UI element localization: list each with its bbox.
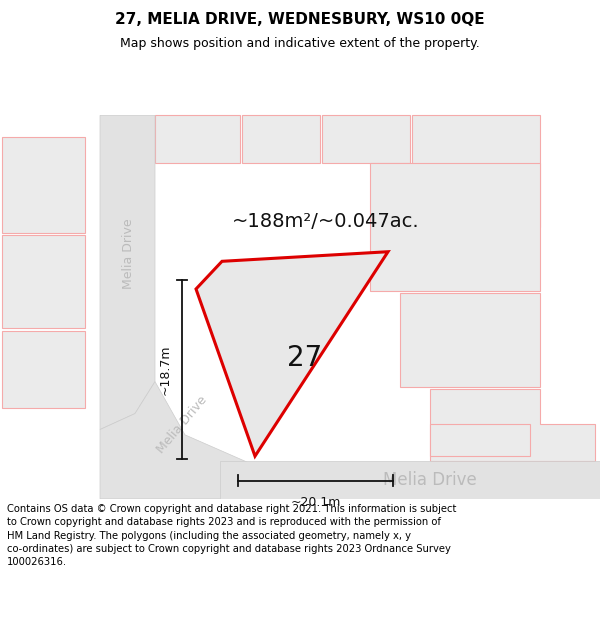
Text: ~18.7m: ~18.7m xyxy=(159,344,172,395)
Text: Melia Drive: Melia Drive xyxy=(383,471,477,489)
Polygon shape xyxy=(2,137,85,232)
Text: ~20.1m: ~20.1m xyxy=(290,496,341,509)
Polygon shape xyxy=(322,116,410,163)
Text: Melia Drive: Melia Drive xyxy=(121,219,134,289)
Text: Map shows position and indicative extent of the property.: Map shows position and indicative extent… xyxy=(120,38,480,51)
Polygon shape xyxy=(242,116,320,163)
Text: 27: 27 xyxy=(287,344,323,372)
Polygon shape xyxy=(370,163,540,291)
Polygon shape xyxy=(412,116,540,228)
Text: ~188m²/~0.047ac.: ~188m²/~0.047ac. xyxy=(232,213,419,231)
Polygon shape xyxy=(430,389,595,461)
Polygon shape xyxy=(220,461,600,499)
Polygon shape xyxy=(100,382,270,499)
Text: Melia Drive: Melia Drive xyxy=(154,393,209,456)
Polygon shape xyxy=(155,116,240,163)
Text: Contains OS data © Crown copyright and database right 2021. This information is : Contains OS data © Crown copyright and d… xyxy=(7,504,457,567)
Polygon shape xyxy=(400,293,540,387)
Polygon shape xyxy=(430,424,530,456)
Polygon shape xyxy=(100,116,155,429)
Polygon shape xyxy=(196,252,388,456)
Polygon shape xyxy=(2,235,85,328)
Polygon shape xyxy=(2,331,85,408)
Text: 27, MELIA DRIVE, WEDNESBURY, WS10 0QE: 27, MELIA DRIVE, WEDNESBURY, WS10 0QE xyxy=(115,12,485,27)
